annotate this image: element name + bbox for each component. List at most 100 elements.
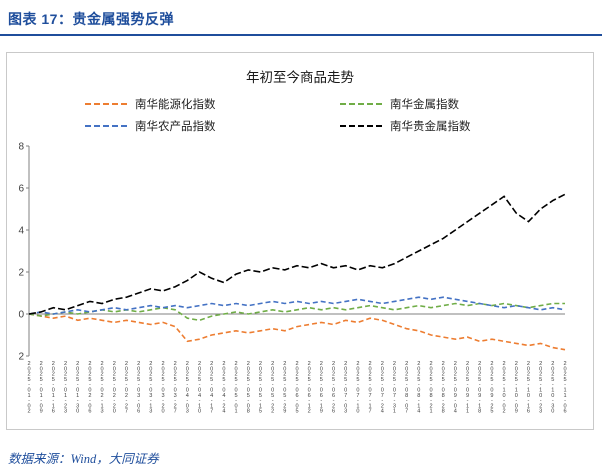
x-tick-label-char: 8 [405, 393, 408, 399]
x-tick-label-char: 0 [454, 366, 457, 372]
x-tick-label-char: 0 [429, 366, 432, 372]
x-tick-label-char: - [186, 382, 188, 388]
x-tick-label-char: - [345, 398, 347, 404]
x-tick-label-char: 2 [88, 393, 91, 399]
x-tick-label-char: 7 [393, 393, 396, 399]
x-tick-label-char: 5 [295, 377, 298, 383]
y-tick-label: 8 [18, 142, 24, 153]
x-tick-label-char: 0 [381, 366, 384, 372]
x-tick-label-char: 5 [174, 377, 177, 383]
x-tick-label-char: 2 [283, 372, 286, 378]
x-tick-label-char: 5 [149, 377, 152, 383]
x-tick-label-char: 2 [393, 372, 396, 378]
x-tick-label-char: 4 [210, 393, 213, 399]
x-tick-label-char: 7 [381, 393, 384, 399]
chart-legend: 南华能源化指数 南华金属指数 南华农产品指数 南华贵金属指数 [85, 96, 593, 134]
x-tick-label-char: 2 [539, 372, 542, 378]
x-tick-label-char: 0 [551, 366, 554, 372]
x-tick-label-char: 9 [515, 409, 518, 415]
x-tick-label-char: - [540, 398, 542, 404]
x-tick-label-char: 5 [40, 377, 43, 383]
x-tick-label-char: 5 [490, 377, 493, 383]
series-line-metals [28, 302, 565, 322]
x-tick-label-char: 0 [442, 388, 445, 394]
x-tick-label-char: 0 [137, 388, 140, 394]
x-tick-label-char: 0 [356, 388, 359, 394]
x-tick-label-char: 1 [52, 393, 55, 399]
x-tick-label-char: 5 [113, 377, 116, 383]
x-tick-label-char: - [260, 398, 262, 404]
x-tick-label-char: 0 [320, 388, 323, 394]
x-tick-label-char: 2 [149, 372, 152, 378]
x-tick-label-char: 6 [88, 409, 91, 415]
x-tick-label-char: 2 [88, 361, 91, 367]
x-tick-label-char: 0 [308, 366, 311, 372]
x-tick-label-char: 0 [40, 388, 43, 394]
x-tick-label-char: 0 [198, 366, 201, 372]
x-tick-label-char: 6 [563, 409, 566, 415]
y-tick-label: 2 [18, 268, 24, 279]
x-tick-label-char: - [65, 382, 67, 388]
x-tick-label-char: - [247, 398, 249, 404]
legend-line-sample-energy [85, 103, 127, 105]
x-tick-label-char: 0 [283, 366, 286, 372]
x-tick-label-char: 1 [417, 403, 420, 409]
x-tick-label-char: 3 [64, 409, 67, 415]
x-tick-label-char: 0 [478, 366, 481, 372]
legend-label-metals: 南华金属指数 [390, 99, 459, 111]
x-tick-label-char: 2 [405, 372, 408, 378]
x-tick-label-char: 9 [283, 409, 286, 415]
x-tick-label-char: 2 [222, 372, 225, 378]
x-tick-label-char: 0 [271, 366, 274, 372]
y-tick-label: 4 [18, 226, 24, 237]
x-tick-label-char: 0 [113, 366, 116, 372]
x-tick-label-char: 2 [356, 372, 359, 378]
x-tick-label-char: 0 [235, 366, 238, 372]
x-tick-label-char: - [381, 382, 383, 388]
x-tick-label-char: - [199, 382, 201, 388]
x-tick-label-char: 0 [332, 366, 335, 372]
x-tick-label-char: 2 [442, 361, 445, 367]
x-tick-label-char: 0 [149, 388, 152, 394]
series-line-agri [28, 296, 566, 315]
x-tick-label-char: - [138, 398, 140, 404]
x-tick-label-char: 5 [442, 377, 445, 383]
x-tick-label-char: 0 [515, 366, 518, 372]
x-tick-label-char: - [52, 398, 54, 404]
x-tick-label-char: 9 [490, 393, 493, 399]
x-tick-label-char: 2 [563, 361, 566, 367]
x-tick-label-char: 6 [308, 393, 311, 399]
x-tick-label-char: 1 [198, 403, 201, 409]
x-tick-label-char: 6 [332, 393, 335, 399]
legend-label-agri: 南华农产品指数 [135, 121, 216, 133]
x-tick-label-char: 0 [295, 366, 298, 372]
x-tick-label-char: 5 [76, 377, 79, 383]
x-tick-label-char: - [479, 382, 481, 388]
x-tick-label-char: - [406, 398, 408, 404]
x-tick-label-char: 1 [478, 403, 481, 409]
x-tick-label-char: 6 [332, 409, 335, 415]
x-tick-label-char: 0 [210, 366, 213, 372]
x-tick-label-char: - [491, 398, 493, 404]
x-tick-label-char: - [442, 398, 444, 404]
x-tick-label-char: 2 [515, 372, 518, 378]
x-tick-label-char: 5 [271, 393, 274, 399]
x-tick-label-char: 0 [52, 388, 55, 394]
x-tick-label-char: 2 [259, 361, 262, 367]
x-tick-label-char: - [113, 382, 115, 388]
x-tick-label-char: 5 [539, 377, 542, 383]
x-tick-label-char: - [296, 382, 298, 388]
x-tick-label-char: - [28, 398, 30, 404]
x-tick-label-char: 0 [247, 366, 250, 372]
x-tick-label-char: 0 [503, 366, 506, 372]
x-tick-label-char: 2 [356, 361, 359, 367]
x-tick-label-char: 5 [417, 377, 420, 383]
x-tick-label-char: - [430, 382, 432, 388]
x-tick-label-char: 0 [27, 388, 30, 394]
x-tick-label-char: - [247, 382, 249, 388]
x-tick-label-char: 2 [442, 403, 445, 409]
y-tick-label: 6 [18, 184, 24, 195]
x-tick-label-char: 1 [563, 393, 566, 399]
x-tick-label-char: 2 [503, 372, 506, 378]
x-tick-label-char: 5 [101, 377, 104, 383]
